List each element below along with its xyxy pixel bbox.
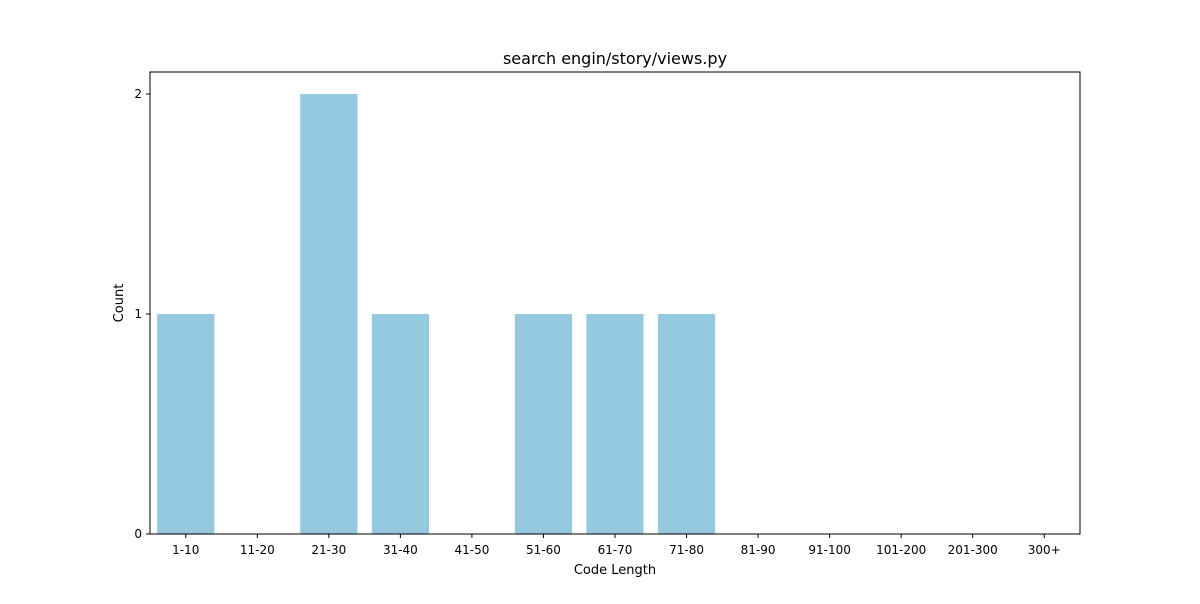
x-axis-label: Code Length xyxy=(574,563,656,578)
x-tick-label: 51-60 xyxy=(526,543,561,557)
x-tick-label: 201-300 xyxy=(948,543,998,557)
bar-61-70 xyxy=(586,314,644,534)
y-tick-label: 0 xyxy=(134,527,142,541)
x-tick-label: 11-20 xyxy=(240,543,275,557)
bar-51-60 xyxy=(514,314,573,534)
y-ticks-layer: 0 1 2 xyxy=(134,87,150,541)
x-tick-label: 1-10 xyxy=(172,543,199,557)
x-tick-label: 31-40 xyxy=(383,543,418,557)
x-tick-label: 91-100 xyxy=(808,543,851,557)
y-tick-label: 2 xyxy=(134,87,142,101)
x-ticks-layer: 1-10 11-20 21-30 31-40 41-50 51-60 61-70 71-80 8… xyxy=(172,534,1061,557)
bar-1-10 xyxy=(157,314,215,534)
x-tick-label: 61-70 xyxy=(598,543,633,557)
x-tick-label: 71-80 xyxy=(669,543,704,557)
y-axis-label: Count xyxy=(112,284,127,323)
x-tick-label: 41-50 xyxy=(454,543,489,557)
bar-21-30 xyxy=(300,94,358,534)
bars-layer xyxy=(157,94,716,534)
bar-71-80 xyxy=(657,314,716,534)
y-tick-label: 1 xyxy=(134,307,142,321)
x-tick-label: 21-30 xyxy=(311,543,346,557)
x-tick-label: 81-90 xyxy=(741,543,776,557)
x-tick-label: 300+ xyxy=(1028,543,1061,557)
chart-title: search engin/story/views.py xyxy=(503,49,727,68)
bar-31-40 xyxy=(371,314,429,534)
x-tick-label: 101-200 xyxy=(876,543,926,557)
